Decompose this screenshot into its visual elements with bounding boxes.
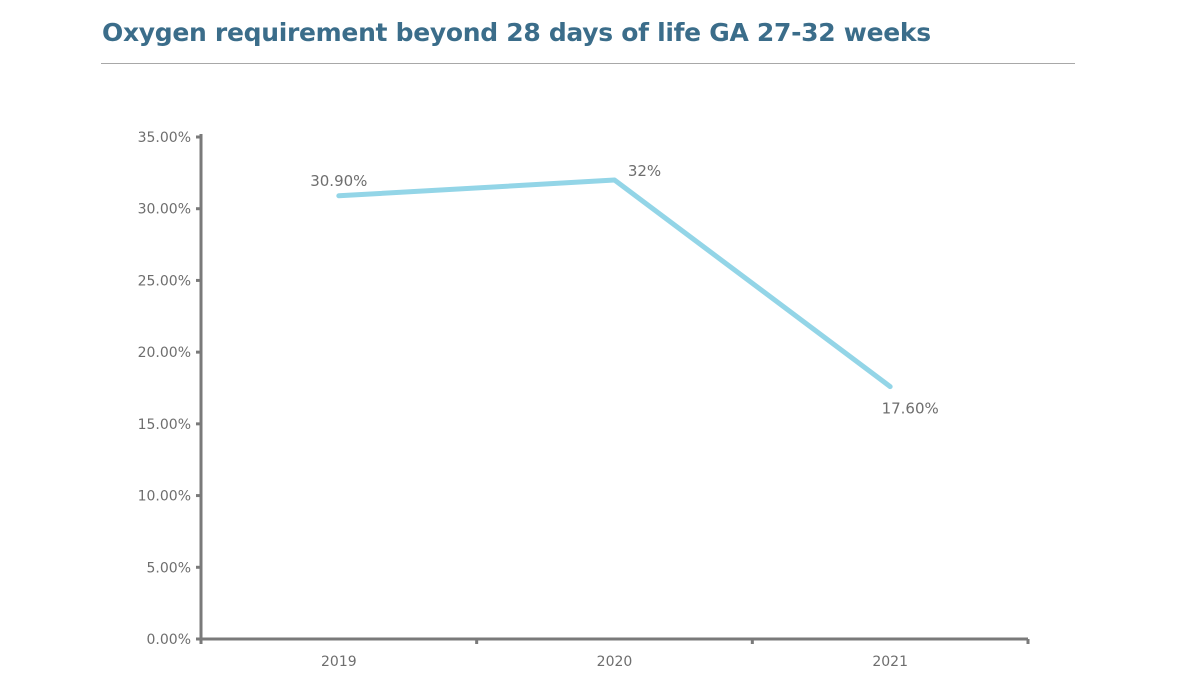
chart-title: Oxygen requirement beyond 28 days of lif… bbox=[102, 18, 931, 47]
y-tick-label: 30.00% bbox=[138, 202, 191, 218]
y-tick-label: 15.00% bbox=[138, 417, 191, 433]
data-line bbox=[336, 177, 893, 390]
data-label: 32% bbox=[628, 162, 661, 180]
y-tick-label: 25.00% bbox=[138, 273, 191, 289]
data-label: 17.60% bbox=[882, 400, 939, 418]
x-tick-label: 2020 bbox=[597, 654, 633, 670]
title-divider bbox=[101, 63, 1075, 64]
data-label: 30.90% bbox=[310, 172, 367, 190]
x-tick-label: 2019 bbox=[321, 654, 357, 670]
y-tick-label: 0.00% bbox=[147, 632, 191, 648]
x-tick-label: 2021 bbox=[872, 654, 908, 670]
y-tick-label: 20.00% bbox=[138, 345, 191, 361]
y-tick-label: 35.00% bbox=[138, 130, 191, 146]
y-tick-label: 5.00% bbox=[147, 560, 191, 576]
y-tick-label: 10.00% bbox=[138, 489, 191, 505]
